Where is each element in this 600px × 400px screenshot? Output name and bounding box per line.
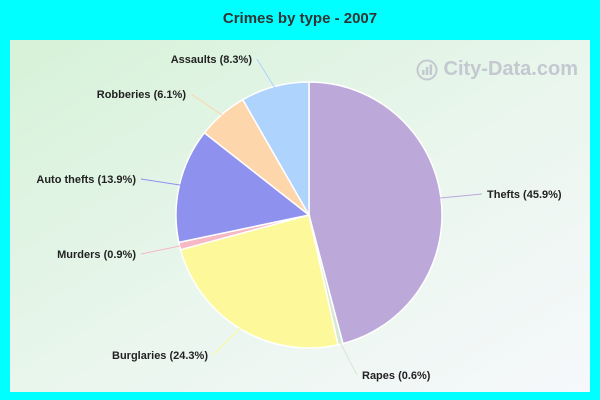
- slice-label: Rapes (0.6%): [362, 370, 431, 382]
- city-data-logo-icon: [416, 59, 438, 80]
- watermark: City-Data.com: [416, 58, 578, 81]
- slice-label: Assaults (8.3%): [171, 54, 253, 66]
- leader-line: [438, 193, 483, 199]
- chart-title: Crimes by type - 2007: [222, 10, 378, 27]
- leader-line: [140, 245, 182, 255]
- slice-label: Thefts (45.9%): [487, 189, 562, 201]
- slice-label: Auto thefts (13.9%): [36, 174, 136, 186]
- leader-line: [256, 58, 276, 89]
- leader-line: [190, 93, 224, 117]
- leader-line: [339, 342, 358, 376]
- watermark-text: City-Data.com: [443, 58, 578, 80]
- leader-line: [212, 326, 242, 356]
- slice-label: Robberies (6.1%): [97, 89, 187, 101]
- pie-slice: [241, 81, 310, 218]
- slice-label: Burglaries (24.3%): [112, 350, 208, 362]
- leader-line: [140, 178, 182, 186]
- slice-label: Murders (0.9%): [57, 249, 136, 261]
